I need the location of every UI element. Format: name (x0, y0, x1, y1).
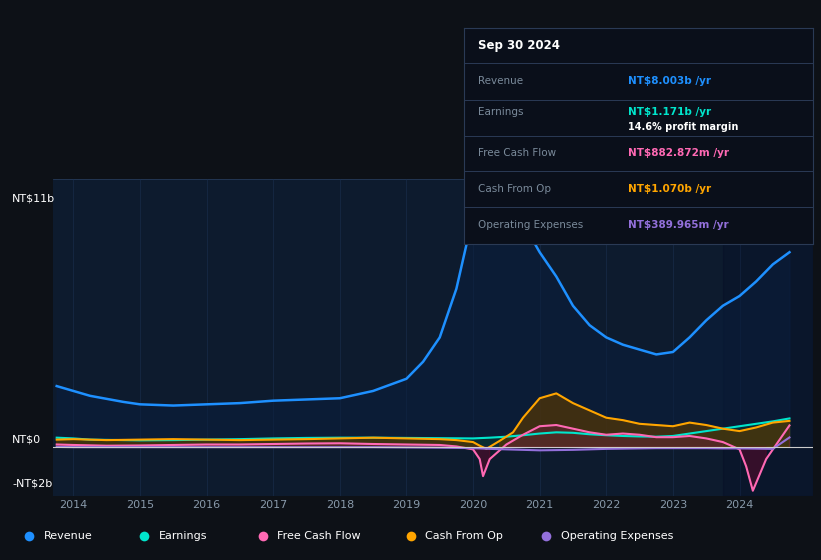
Text: NT$1.171b /yr: NT$1.171b /yr (628, 107, 711, 117)
Text: Revenue: Revenue (478, 77, 523, 86)
Text: NT$8.003b /yr: NT$8.003b /yr (628, 77, 711, 86)
Text: Operating Expenses: Operating Expenses (561, 531, 673, 541)
Text: Cash From Op: Cash From Op (478, 184, 551, 194)
Text: Free Cash Flow: Free Cash Flow (478, 148, 556, 158)
Text: -NT$2b: -NT$2b (12, 478, 53, 488)
Text: Earnings: Earnings (158, 531, 207, 541)
Text: NT$0: NT$0 (12, 435, 41, 445)
Text: NT$882.872m /yr: NT$882.872m /yr (628, 148, 729, 158)
Text: NT$389.965m /yr: NT$389.965m /yr (628, 221, 728, 231)
Text: NT$11b: NT$11b (12, 194, 56, 204)
Text: Revenue: Revenue (44, 531, 92, 541)
Text: NT$1.070b /yr: NT$1.070b /yr (628, 184, 711, 194)
Text: 14.6% profit margin: 14.6% profit margin (628, 122, 738, 132)
Text: Free Cash Flow: Free Cash Flow (277, 531, 361, 541)
Text: Operating Expenses: Operating Expenses (478, 221, 583, 231)
Text: Sep 30 2024: Sep 30 2024 (478, 39, 560, 52)
Text: Earnings: Earnings (478, 107, 523, 117)
Text: Cash From Op: Cash From Op (425, 531, 503, 541)
Bar (722, 179, 813, 496)
